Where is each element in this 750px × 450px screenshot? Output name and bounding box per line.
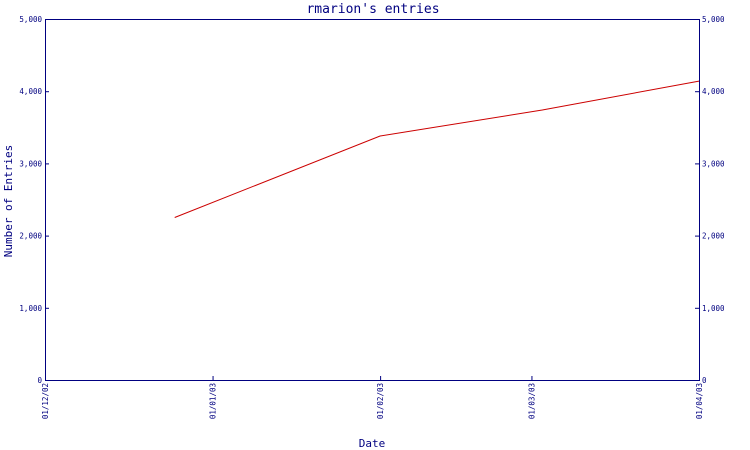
x-tick-label: 01/12/02 bbox=[41, 383, 50, 419]
y-axis-right: 0 1,000 2,000 3,000 4,000 5,000 bbox=[695, 15, 725, 385]
y-tick-label-left: 2,000 bbox=[19, 232, 42, 241]
y-tick-label-right: 2,000 bbox=[702, 232, 725, 241]
series-layer bbox=[174, 80, 700, 218]
y-axis-left: 0 1,000 2,000 3,000 4,000 5,000 bbox=[19, 15, 49, 385]
y-tick-label-right: 5,000 bbox=[702, 15, 725, 24]
plot-frame bbox=[45, 19, 700, 381]
y-tick-label-left: 4,000 bbox=[19, 87, 42, 96]
y-tick-label-left: 0 bbox=[37, 376, 42, 385]
y-tick-label-right: 3,000 bbox=[702, 159, 725, 168]
x-tick-label: 01/04/03 bbox=[695, 383, 704, 419]
x-tick-label: 01/01/03 bbox=[209, 383, 218, 419]
chart-title: rmarion's entries bbox=[306, 2, 439, 17]
x-axis-title: Date bbox=[359, 437, 386, 450]
y-axis-title: Number of Entries bbox=[2, 145, 15, 258]
y-tick-label-right: 0 bbox=[702, 376, 707, 385]
x-tick-label: 01/03/03 bbox=[527, 383, 536, 419]
y-tick-label-left: 3,000 bbox=[19, 159, 42, 168]
x-tick-label: 01/02/03 bbox=[376, 383, 385, 419]
series-line bbox=[174, 80, 700, 218]
y-tick-label-left: 5,000 bbox=[19, 15, 42, 24]
y-tick-label-right: 4,000 bbox=[702, 87, 725, 96]
y-tick-label-left: 1,000 bbox=[19, 304, 42, 313]
y-tick-label-right: 1,000 bbox=[702, 304, 725, 313]
x-axis: 01/12/02 01/01/03 01/02/03 01/03/03 01/04/03 bbox=[41, 376, 704, 419]
